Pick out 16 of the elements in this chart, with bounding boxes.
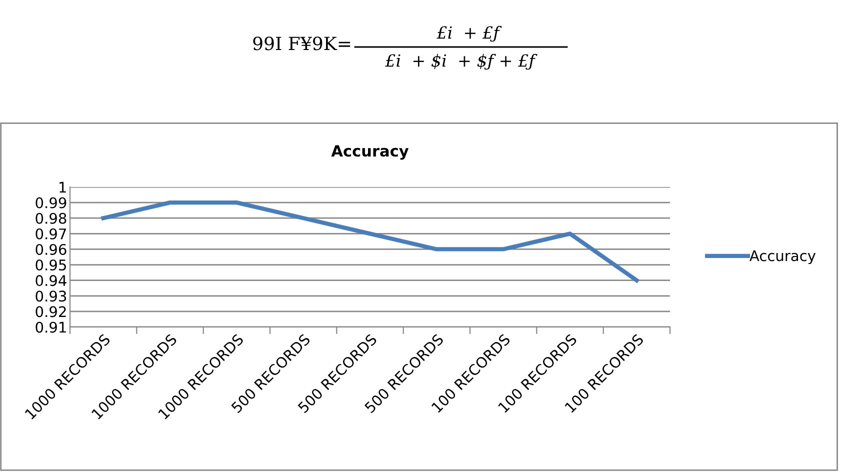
y-tick-label: 0.96 <box>36 244 66 255</box>
y-tick-label: 0.95 <box>36 259 66 271</box>
y-tick-label: 0.98 <box>36 212 66 224</box>
legend-label: Accuracy <box>750 250 816 264</box>
y-tick-label: 0.99 <box>36 197 66 208</box>
y-tick-label: 0.94 <box>36 275 66 286</box>
y-tick-label: 0.91 <box>36 322 66 333</box>
y-tick-label: 0.93 <box>36 290 66 302</box>
text: £i + £ƒ <box>436 26 502 42</box>
text: 99I F¥9K= <box>253 36 350 50</box>
text: £i + $i + $ƒ + £ƒ <box>385 54 538 70</box>
y-tick-label: 0.97 <box>36 228 66 240</box>
chart-title: Accuracy <box>331 145 409 160</box>
line-series <box>101 200 639 282</box>
y-tick-label: 0.92 <box>36 306 66 318</box>
y-tick-label: 1 <box>60 182 66 193</box>
